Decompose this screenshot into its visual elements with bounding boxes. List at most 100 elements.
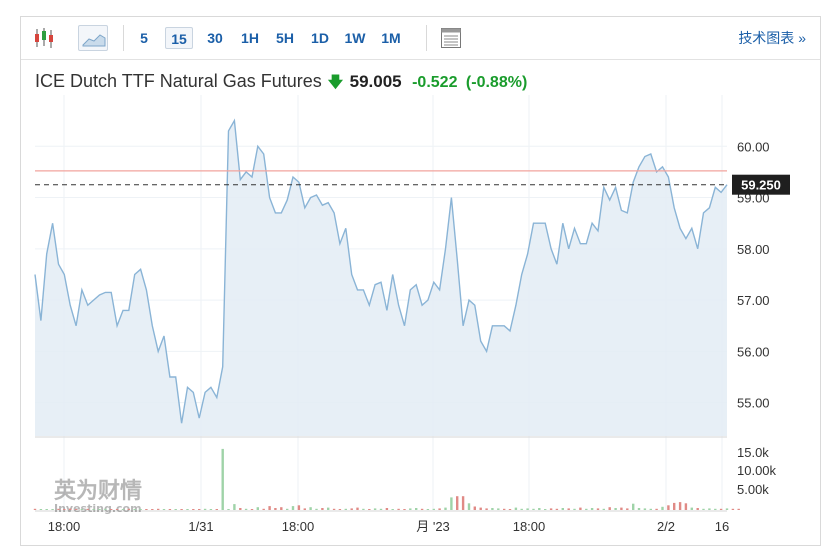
volume-bar <box>315 508 318 510</box>
interval-1w-button[interactable]: 1W <box>344 30 366 46</box>
volume-bar <box>268 506 271 510</box>
volume-bar <box>649 508 652 510</box>
volume-bar <box>737 508 740 510</box>
interval-30-button[interactable]: 30 <box>207 30 223 46</box>
volume-bar <box>39 509 43 510</box>
watermark-en: Investing.com <box>54 502 142 515</box>
volume-bar <box>110 509 113 510</box>
volume-bar <box>139 509 142 510</box>
volume-bar <box>174 509 177 510</box>
interval-1h-button[interactable]: 1H <box>241 30 259 46</box>
volume-bar <box>133 509 136 510</box>
volume-bar <box>473 506 476 510</box>
volume-bar <box>98 509 101 510</box>
volume-bar <box>145 509 148 510</box>
candlestick-icon[interactable] <box>31 25 57 51</box>
volume-bar <box>590 508 594 510</box>
volume-bar <box>63 509 66 510</box>
volume-bar <box>115 509 119 510</box>
price-area <box>34 118 728 436</box>
volume-bar <box>667 505 670 510</box>
volume-bar <box>661 506 664 510</box>
volume-bar <box>415 508 418 510</box>
volume-bars <box>33 448 740 510</box>
volume-bar <box>397 508 400 510</box>
volume-bar <box>33 508 37 510</box>
volume-bar <box>256 507 259 510</box>
volume-bar <box>221 448 224 510</box>
volume-bar <box>508 509 512 510</box>
volume-bar <box>526 508 529 510</box>
volume-bar <box>209 509 213 510</box>
volume-bar <box>373 508 377 510</box>
y-tick-label: 57.00 <box>737 293 770 308</box>
volume-bar <box>151 509 154 510</box>
chart-toolbar: 5 15 30 1H 5H 1D 1W 1M 技术图表 » <box>21 17 820 60</box>
volume-bar <box>426 509 430 510</box>
volume-bar <box>379 508 383 510</box>
interval-5-button[interactable]: 5 <box>140 30 148 46</box>
volume-bar <box>127 508 130 510</box>
volume-bar <box>673 502 676 510</box>
volume-bar <box>198 509 201 510</box>
volume-bar <box>309 507 312 510</box>
volume-bar <box>180 509 183 510</box>
volume-bar <box>497 508 500 510</box>
volume-bar <box>420 508 424 510</box>
interval-15-button[interactable]: 15 <box>165 27 193 49</box>
volume-bar <box>555 508 559 510</box>
volume-bar <box>678 502 682 510</box>
volume-bar <box>69 508 72 510</box>
instrument-name: ICE Dutch TTF Natural Gas Futures <box>35 71 322 91</box>
volume-bar <box>620 507 623 510</box>
area-chart-icon[interactable] <box>78 25 108 51</box>
volume-bar <box>250 509 254 510</box>
volume-bar <box>573 508 576 510</box>
volume-bar <box>719 508 723 510</box>
toolbar-divider <box>426 25 427 51</box>
volume-bar <box>186 509 189 510</box>
volume-bar <box>461 496 465 510</box>
volume-bar <box>514 507 518 510</box>
last-price: 59.005 <box>349 72 402 91</box>
volume-bar <box>362 508 365 510</box>
volume-bar <box>280 507 283 510</box>
x-tick-label: 18:00 <box>513 519 546 534</box>
volume-bar <box>725 508 729 510</box>
volume-tick-label: 10.00k <box>737 463 777 478</box>
volume-bar <box>157 508 160 510</box>
volume-bar <box>491 508 494 510</box>
volume-bar <box>215 509 218 510</box>
interval-5h-button[interactable]: 5H <box>276 30 294 46</box>
volume-bar <box>608 507 611 510</box>
volume-bar <box>438 508 441 510</box>
volume-bar <box>74 509 78 510</box>
volume-bar <box>227 509 230 510</box>
table-view-icon[interactable] <box>438 25 464 51</box>
technical-chart-link[interactable]: 技术图表 » <box>738 30 806 46</box>
interval-1m-button[interactable]: 1M <box>381 30 401 46</box>
volume-bar <box>274 508 277 510</box>
current-price-badge-box <box>732 174 790 195</box>
volume-bar <box>192 509 195 510</box>
volume-bar <box>596 508 600 510</box>
volume-bar <box>467 503 471 510</box>
volume-bar <box>286 508 289 510</box>
x-tick-label: 18:00 <box>282 519 315 534</box>
interval-1d-button[interactable]: 1D <box>311 30 329 46</box>
volume-bar <box>532 508 535 510</box>
volume-bar <box>327 507 330 510</box>
volume-bar <box>549 508 553 510</box>
x-tick-label: 1/31 <box>188 519 213 534</box>
instrument-header: ICE Dutch TTF Natural Gas Futures 🡇 59.00… <box>35 71 527 97</box>
volume-bar <box>632 503 635 510</box>
toolbar-divider <box>123 25 124 51</box>
watermark: 英为财情 Investing.com <box>54 478 142 515</box>
volume-bar <box>121 509 125 510</box>
volume-bar <box>332 508 336 510</box>
volume-bar <box>409 508 412 510</box>
volume-bar <box>303 508 306 510</box>
volume-bar <box>104 508 107 510</box>
down-arrow-icon: 🡇 <box>327 74 344 91</box>
